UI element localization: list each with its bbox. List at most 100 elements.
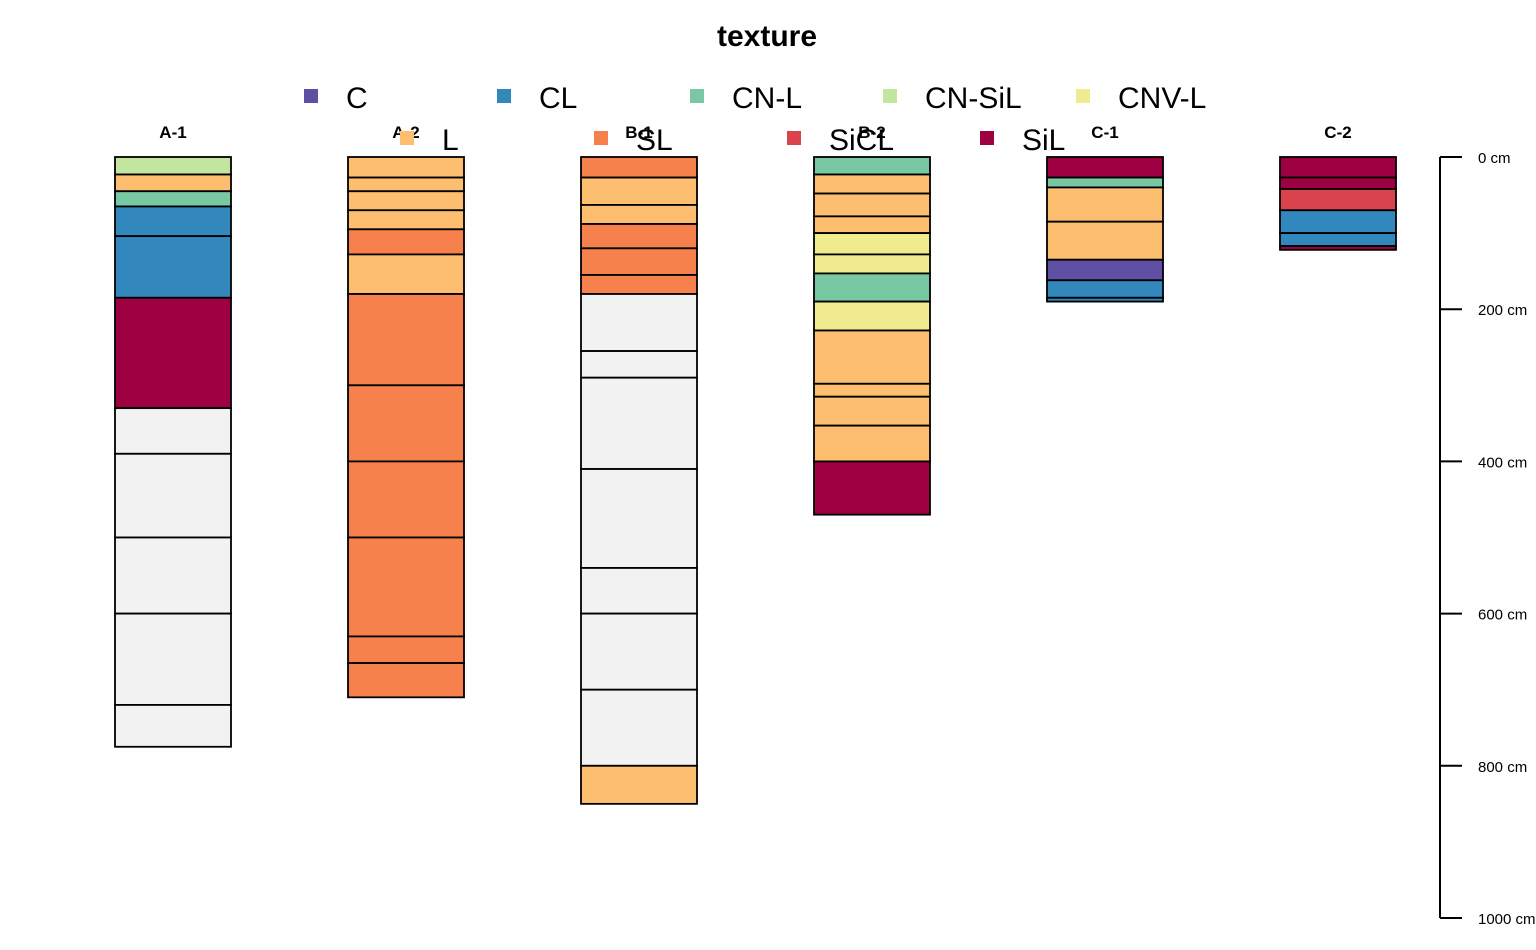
horizon <box>114 296 232 410</box>
horizon <box>813 253 931 275</box>
legend-item: SL <box>594 124 673 157</box>
horizon <box>580 156 698 179</box>
legend-item: CN-SiL <box>883 82 1022 115</box>
profile-label: C-2 <box>1324 123 1351 142</box>
legend-swatch <box>883 89 897 103</box>
legend-label: L <box>442 124 459 157</box>
horizon <box>1279 188 1397 212</box>
legend-swatch <box>497 89 511 103</box>
horizon <box>813 156 931 176</box>
horizon <box>347 190 465 212</box>
profile-b-2 <box>813 156 931 516</box>
legend-label: CL <box>539 82 577 115</box>
horizon <box>1046 220 1164 261</box>
legend-swatch <box>1076 89 1090 103</box>
depth-tick-label: 200 cm <box>1478 302 1527 319</box>
legend-item: C <box>304 82 368 115</box>
horizon <box>114 536 232 615</box>
legend-swatch <box>400 131 414 145</box>
depth-tick-label: 1000 cm <box>1478 911 1536 928</box>
horizon <box>347 209 465 231</box>
horizon <box>580 293 698 352</box>
horizon <box>813 424 931 463</box>
horizon <box>580 764 698 805</box>
horizon <box>347 253 465 295</box>
horizon <box>114 407 232 455</box>
legend-item: CNV-L <box>1076 82 1206 115</box>
horizon <box>813 329 931 385</box>
horizon <box>1279 156 1397 179</box>
profiles-group <box>114 156 1397 805</box>
legend-label: SiL <box>1022 124 1065 157</box>
depth-tick-label: 400 cm <box>1478 454 1527 471</box>
horizon <box>580 176 698 206</box>
horizon <box>1046 156 1164 179</box>
horizon <box>813 300 931 332</box>
horizon <box>347 176 465 193</box>
horizon <box>580 567 698 615</box>
horizon <box>347 228 465 256</box>
horizon <box>114 173 232 193</box>
horizon <box>114 452 232 539</box>
profile-b-1 <box>580 156 698 805</box>
legend-label: CNV-L <box>1118 82 1206 115</box>
depth-tick-label: 800 cm <box>1478 759 1527 776</box>
horizon <box>114 156 232 176</box>
horizon <box>1046 258 1164 282</box>
profile-c-1 <box>1046 156 1164 303</box>
horizon <box>580 688 698 767</box>
profile-label: B-2 <box>858 123 885 142</box>
depth-tick-label: 0 cm <box>1478 150 1511 167</box>
legend-label: SL <box>636 124 673 157</box>
profile-c-2 <box>1279 156 1397 251</box>
horizon <box>1046 176 1164 189</box>
legend-label: SiCL <box>829 124 894 157</box>
profile-a-2 <box>347 156 465 699</box>
horizon <box>1046 186 1164 223</box>
horizon <box>1279 209 1397 235</box>
horizon <box>347 293 465 387</box>
legend-item: SiL <box>980 124 1065 157</box>
horizon <box>813 192 931 218</box>
horizon <box>813 215 931 235</box>
profile-label: C-1 <box>1091 123 1118 142</box>
horizon <box>347 635 465 664</box>
horizon <box>580 274 698 295</box>
horizon <box>347 460 465 539</box>
chart-title: texture <box>717 20 817 53</box>
horizon <box>347 384 465 463</box>
horizon <box>580 223 698 250</box>
horizon <box>580 376 698 470</box>
horizon <box>114 235 232 299</box>
legend-swatch <box>594 131 608 145</box>
horizon <box>813 272 931 303</box>
horizon <box>580 247 698 276</box>
legend-item: CL <box>497 82 577 115</box>
profile-label: A-1 <box>159 123 186 142</box>
horizon <box>580 350 698 379</box>
horizon <box>1279 176 1397 190</box>
legend-item: SiCL <box>787 124 894 157</box>
legend-item: L <box>400 124 459 157</box>
legend-swatch <box>304 89 318 103</box>
depth-tick-label: 600 cm <box>1478 607 1527 624</box>
horizon <box>1046 279 1164 299</box>
horizon <box>114 190 232 208</box>
profile-label: B-1 <box>625 123 652 142</box>
horizon <box>813 173 931 195</box>
horizon <box>1046 296 1164 303</box>
legend-swatch <box>690 89 704 103</box>
horizon <box>1279 232 1397 247</box>
horizon <box>347 536 465 638</box>
profile-labels-group: A-1A-2B-1B-2C-1C-2 <box>159 123 1351 142</box>
horizon <box>813 395 931 427</box>
horizon <box>580 612 698 691</box>
horizon <box>580 204 698 225</box>
legend: C CL CN-L CN-SiL CNV-L L SL SiCL SiL <box>304 82 1206 157</box>
horizon <box>114 612 232 706</box>
profile-a-1 <box>114 156 232 748</box>
horizon <box>813 232 931 256</box>
horizon <box>347 156 465 179</box>
horizon <box>1279 245 1397 251</box>
